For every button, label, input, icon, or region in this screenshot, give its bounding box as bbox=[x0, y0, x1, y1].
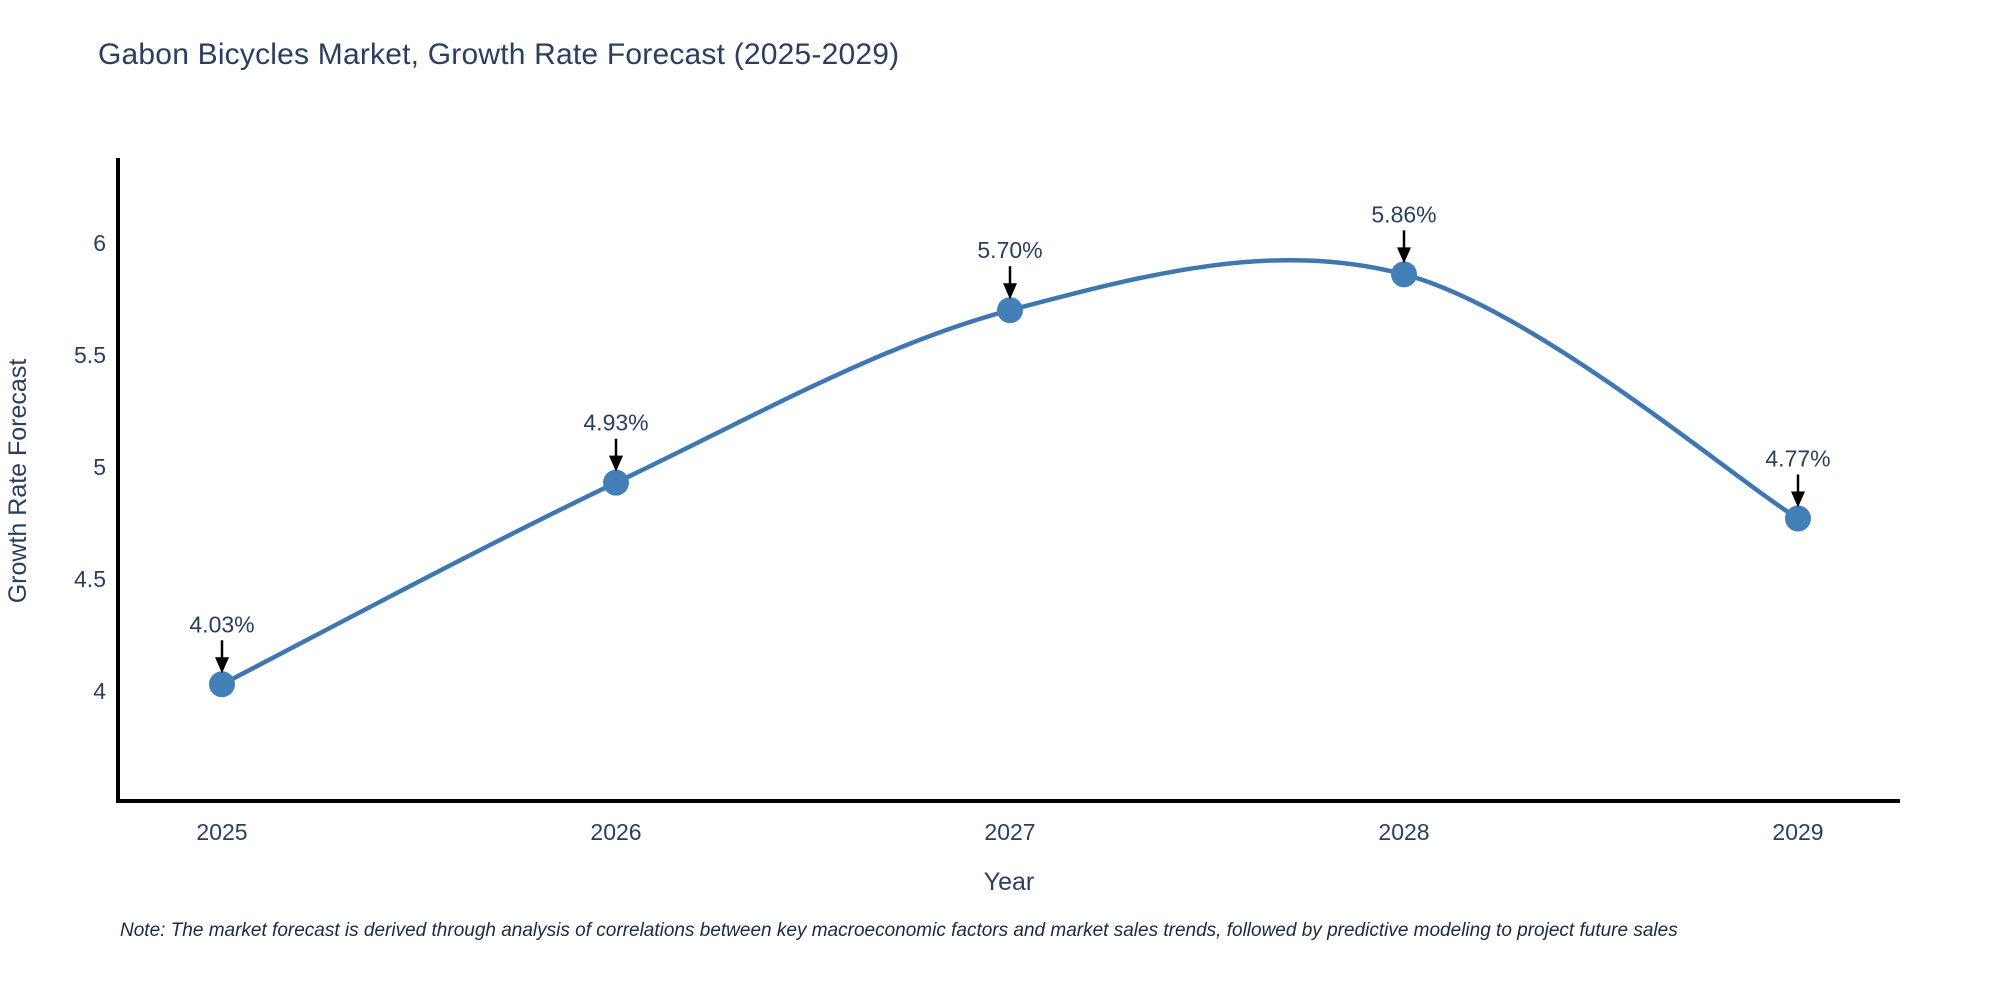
annotation-arrowhead-icon bbox=[1791, 491, 1805, 508]
x-tick-label: 2025 bbox=[196, 819, 247, 845]
x-tick-label: 2027 bbox=[984, 819, 1035, 845]
x-axis-title: Year bbox=[984, 868, 1035, 896]
y-axis-title: Growth Rate Forecast bbox=[4, 359, 32, 604]
data-point-marker bbox=[1391, 261, 1417, 288]
annotation-label: 5.70% bbox=[977, 237, 1042, 263]
annotation-label: 4.77% bbox=[1765, 446, 1830, 472]
y-tick-label: 6 bbox=[93, 230, 106, 256]
x-tick-label: 2028 bbox=[1378, 819, 1429, 845]
footnote: Note: The market forecast is derived thr… bbox=[120, 920, 1678, 941]
annotation-label: 4.93% bbox=[583, 410, 648, 436]
x-tick-label: 2026 bbox=[590, 819, 641, 845]
annotation-arrowhead-icon bbox=[215, 657, 229, 674]
chart-title: Gabon Bicycles Market, Growth Rate Forec… bbox=[98, 38, 900, 71]
data-point-marker bbox=[603, 469, 629, 496]
data-point-marker bbox=[209, 671, 235, 698]
x-tick-label: 2029 bbox=[1772, 819, 1823, 845]
annotation-arrowhead-icon bbox=[1397, 247, 1411, 264]
y-tick-label: 5.5 bbox=[74, 342, 106, 368]
y-tick-label: 5 bbox=[93, 454, 106, 480]
data-point-marker bbox=[997, 297, 1023, 324]
annotation-arrowhead-icon bbox=[609, 455, 623, 472]
annotation-label: 4.03% bbox=[189, 611, 254, 637]
annotation-label: 5.86% bbox=[1371, 201, 1436, 227]
data-point-marker bbox=[1785, 505, 1811, 532]
series-line bbox=[219, 257, 1801, 687]
y-tick-label: 4.5 bbox=[74, 566, 106, 592]
annotation-arrowhead-icon bbox=[1003, 283, 1017, 300]
y-tick-label: 4 bbox=[93, 678, 106, 704]
